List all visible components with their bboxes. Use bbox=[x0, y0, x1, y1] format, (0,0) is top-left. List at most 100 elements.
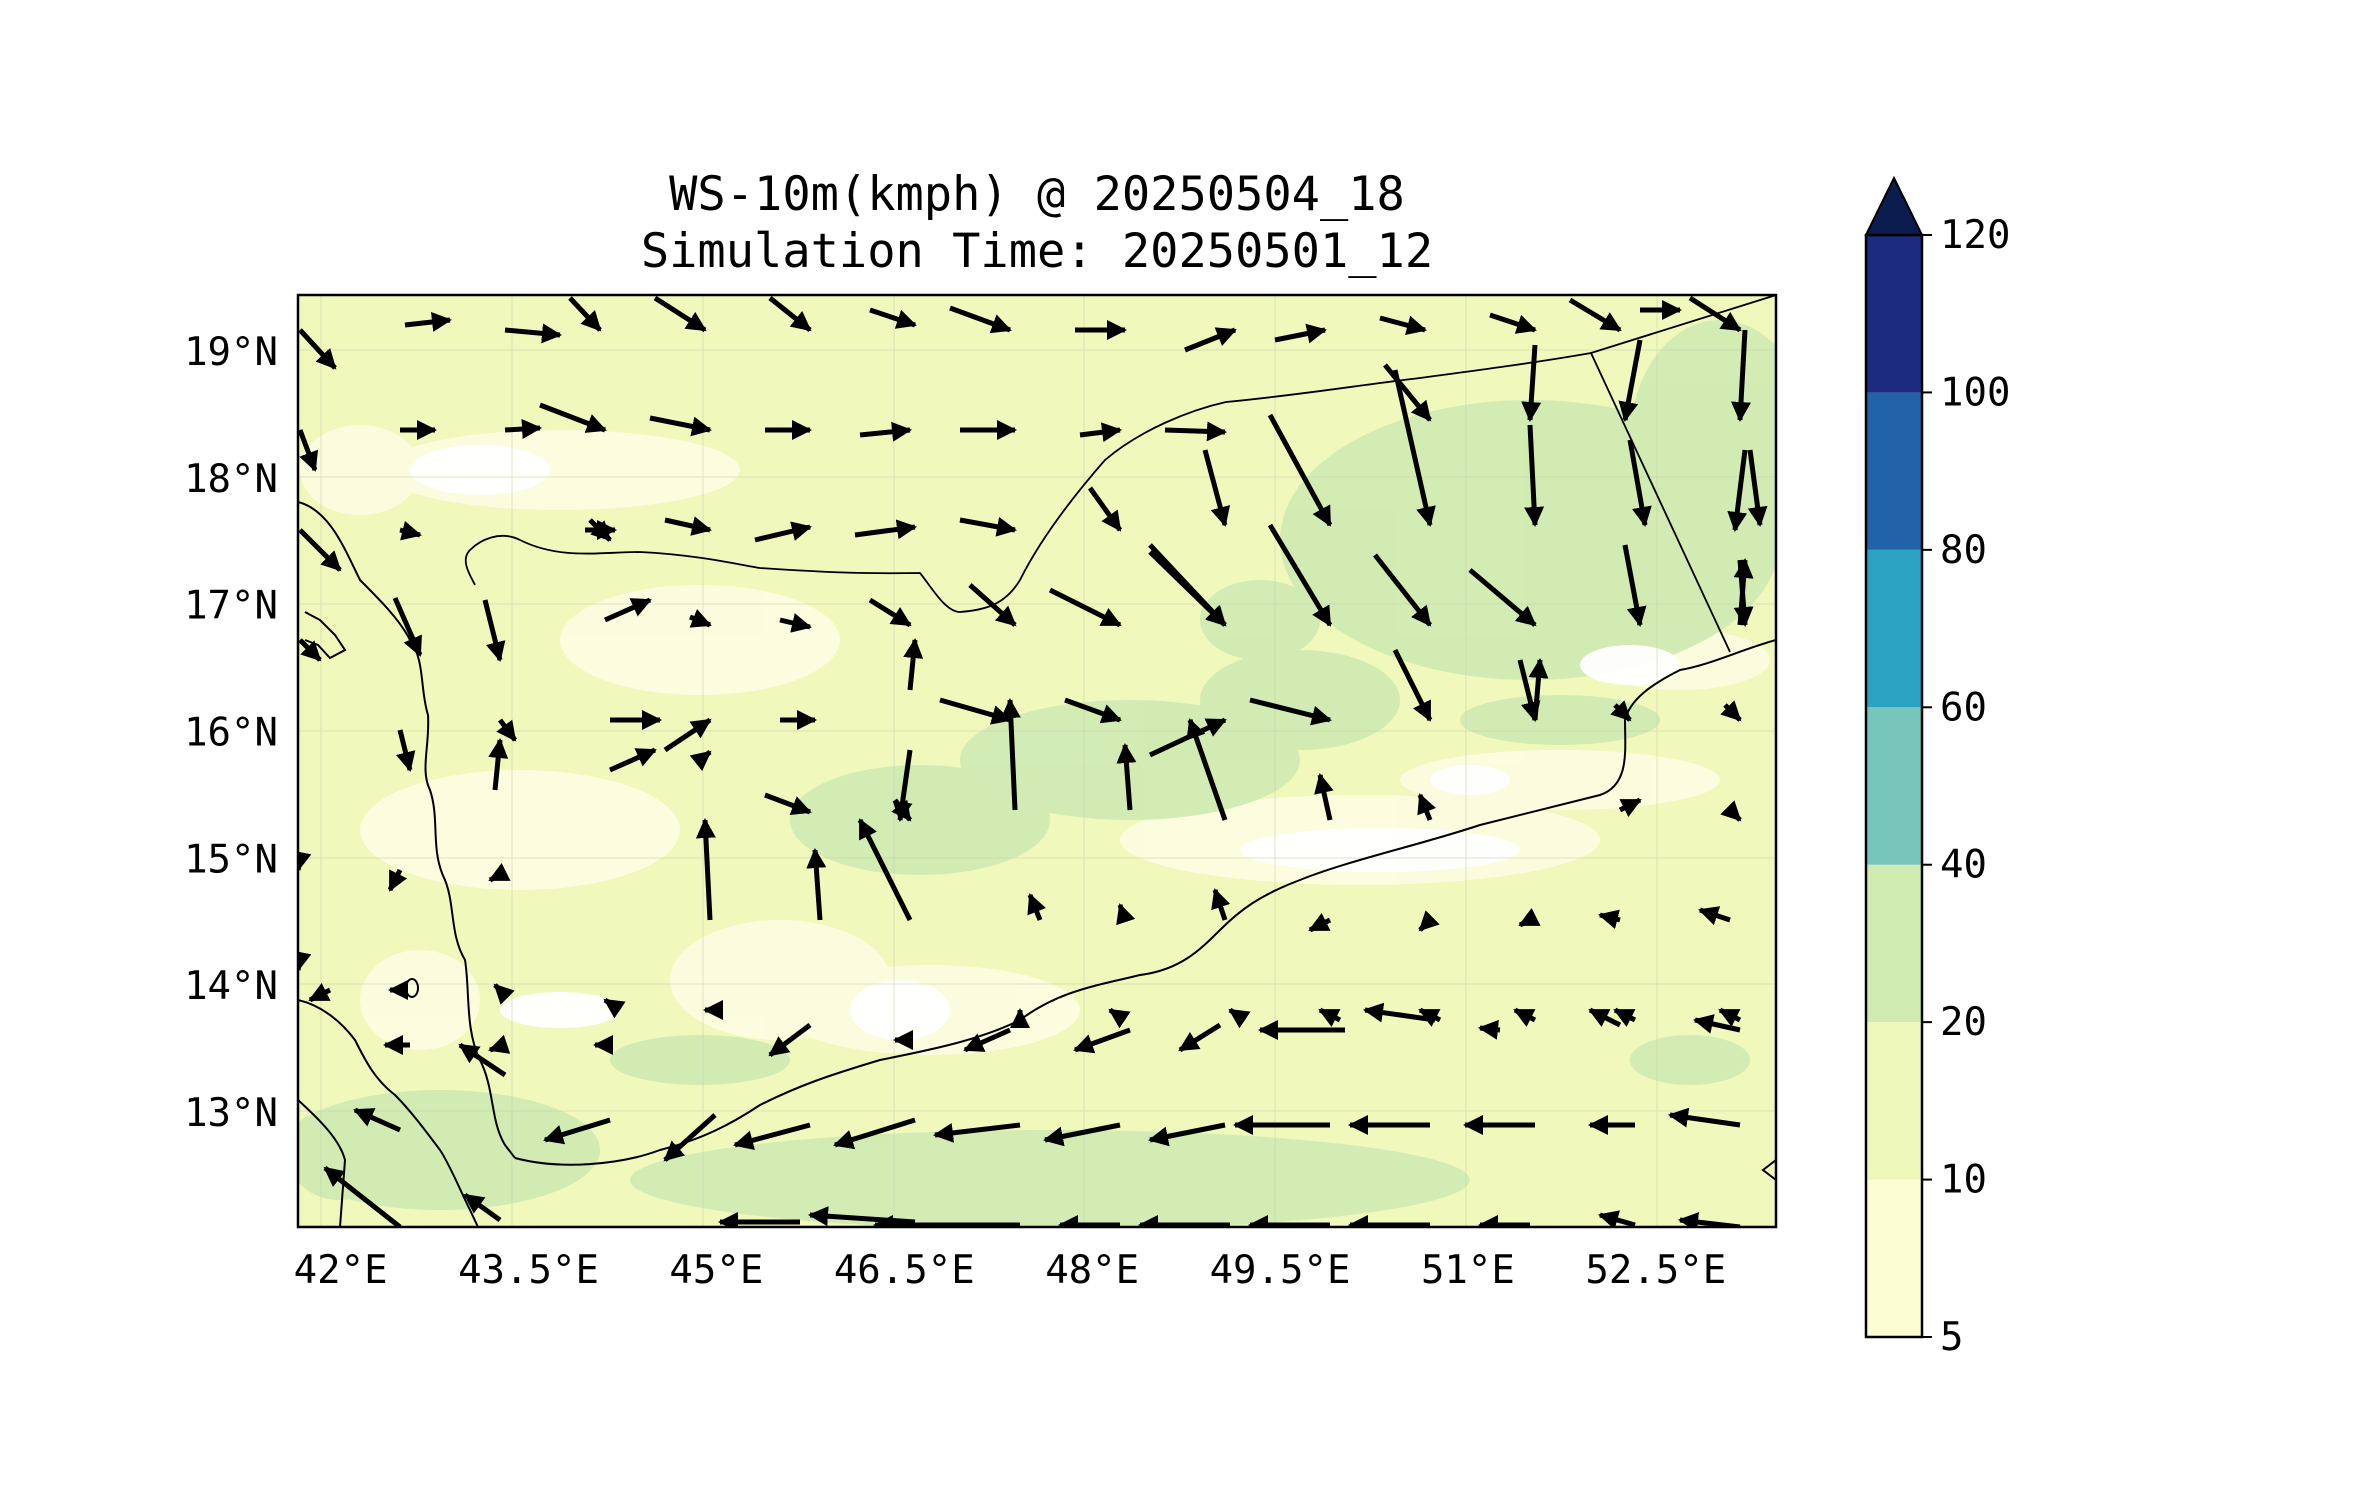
wind-arrow bbox=[603, 997, 626, 1019]
wind-arrow bbox=[1720, 700, 1742, 722]
african-coast bbox=[298, 999, 479, 1227]
wind-arrow bbox=[298, 638, 322, 662]
wind-arrow bbox=[1588, 1007, 1622, 1028]
wind-arrow bbox=[1178, 1022, 1222, 1053]
wind-arrow bbox=[608, 747, 657, 773]
colorbar-tick-label: 100 bbox=[1940, 370, 2010, 415]
colorbar-segments bbox=[1866, 235, 1922, 1337]
wind-arrow bbox=[496, 718, 517, 742]
wind-arrow bbox=[488, 738, 509, 791]
map-frame bbox=[296, 293, 1778, 1229]
wind-arrow bbox=[1720, 800, 1742, 822]
wind-arrow bbox=[1598, 909, 1621, 930]
wind-arrow bbox=[779, 613, 812, 633]
latitude-ticks: 19°N 18°N 17°N 16°N 15°N 14°N 13°N bbox=[184, 330, 278, 1136]
map-panel bbox=[298, 295, 1776, 1227]
wind-arrow bbox=[963, 1027, 1012, 1053]
colorbar-segment bbox=[1866, 392, 1922, 550]
wind-arrow bbox=[854, 519, 917, 540]
lon-tick-label: 49.5°E bbox=[1210, 1248, 1351, 1293]
wind-arrow bbox=[1747, 449, 1768, 527]
wind-arrow bbox=[1392, 648, 1433, 722]
wind-arrow bbox=[493, 983, 515, 1005]
wind-arrow bbox=[1478, 1019, 1501, 1040]
wind-arrow bbox=[1517, 659, 1541, 722]
wind-arrow bbox=[1489, 312, 1537, 334]
wind-arrow bbox=[353, 1107, 402, 1133]
lon-tick-label: 43.5°E bbox=[458, 1248, 599, 1293]
wind-arrow bbox=[1164, 421, 1227, 442]
wind-arrow bbox=[1249, 697, 1332, 726]
wind-arrow bbox=[1027, 893, 1046, 921]
lon-tick-label: 46.5°E bbox=[834, 1248, 975, 1293]
map-title-line1: WS-10m(kmph) @ 20250504_18 bbox=[669, 167, 1405, 222]
wind-arrow bbox=[868, 597, 912, 628]
wind-arrow bbox=[1228, 1007, 1251, 1029]
wind-arrow bbox=[933, 1122, 1021, 1143]
wind-arrow bbox=[1116, 903, 1136, 926]
wind-arrow bbox=[1698, 906, 1731, 926]
wind-arrow bbox=[543, 1117, 611, 1145]
lat-tick-label: 17°N bbox=[184, 584, 278, 629]
wind-arrow bbox=[808, 1206, 916, 1227]
wind-arrow bbox=[1000, 698, 1021, 811]
wind-arrow bbox=[395, 729, 416, 772]
colorbar-tick-label: 20 bbox=[1940, 1000, 1987, 1045]
wind-arrow bbox=[1116, 743, 1137, 811]
colorbar-tick-label: 60 bbox=[1940, 685, 1987, 730]
wind-arrow bbox=[949, 305, 1012, 334]
wind-arrow bbox=[1518, 908, 1541, 928]
wind-arrow bbox=[482, 599, 506, 662]
wind-arrow bbox=[939, 697, 1012, 725]
colorbar-tick-label: 120 bbox=[1940, 213, 2010, 258]
wind-arrow bbox=[1308, 913, 1332, 933]
colorbar-extend-triangle bbox=[1864, 175, 1924, 236]
wind-arrow bbox=[1373, 553, 1432, 627]
wind-arrow bbox=[1468, 568, 1537, 627]
wind-arrow bbox=[1688, 295, 1742, 333]
lat-tick-label: 16°N bbox=[184, 710, 278, 755]
wind-arrow bbox=[857, 818, 913, 922]
wind-arrow bbox=[568, 296, 602, 332]
wind-arrow bbox=[892, 749, 913, 822]
wind-arrow bbox=[1417, 793, 1436, 821]
wind-arrow bbox=[1418, 1007, 1442, 1027]
wind-arrow bbox=[1267, 523, 1333, 627]
wind-arrow bbox=[1598, 1210, 1636, 1227]
colorbar-tick-label: 10 bbox=[1940, 1158, 1987, 1203]
wind-arrow bbox=[399, 520, 422, 541]
wind-arrow bbox=[1524, 424, 1545, 527]
colorbar-segment bbox=[1866, 1022, 1922, 1180]
wind-arrow bbox=[1087, 486, 1123, 532]
wind-arrow bbox=[1267, 413, 1333, 527]
lon-tick-label: 42°E bbox=[294, 1248, 388, 1293]
wind-arrow bbox=[323, 1166, 402, 1227]
wind-arrow bbox=[1108, 1007, 1131, 1029]
wind-arrow bbox=[1733, 558, 1754, 626]
wind-arrow bbox=[504, 323, 562, 344]
lon-tick-label: 51°E bbox=[1421, 1248, 1515, 1293]
colorbar-ticks: 5 10 20 40 60 80 100 120 bbox=[1922, 213, 2010, 1360]
wind-arrow bbox=[1211, 888, 1231, 921]
wind-arrow bbox=[387, 868, 407, 892]
lat-tick-label: 19°N bbox=[184, 330, 278, 375]
wind-arrow bbox=[695, 818, 716, 921]
wind-arrow bbox=[1613, 1007, 1637, 1027]
wind-arrow bbox=[298, 528, 342, 572]
wind-arrow bbox=[663, 1113, 717, 1162]
wind-arrow bbox=[764, 792, 812, 815]
wind-arrow bbox=[1568, 297, 1622, 333]
wind-arrow bbox=[653, 295, 707, 333]
wind-arrow bbox=[1383, 363, 1432, 422]
wind-arrow bbox=[1627, 439, 1652, 527]
socotra-edge bbox=[1761, 1158, 1776, 1182]
wind-arrow bbox=[768, 296, 812, 332]
wind-arrow bbox=[458, 1042, 507, 1078]
wind-arrow bbox=[859, 421, 912, 442]
wind-arrow bbox=[1610, 700, 1632, 722]
lon-tick-label: 52.5°E bbox=[1585, 1248, 1726, 1293]
colorbar: 5 10 20 40 60 80 100 120 bbox=[1864, 175, 2010, 1360]
wind-arrow bbox=[1043, 1122, 1121, 1147]
graticule bbox=[298, 295, 1776, 1227]
very-calm-zones bbox=[410, 445, 1680, 1040]
